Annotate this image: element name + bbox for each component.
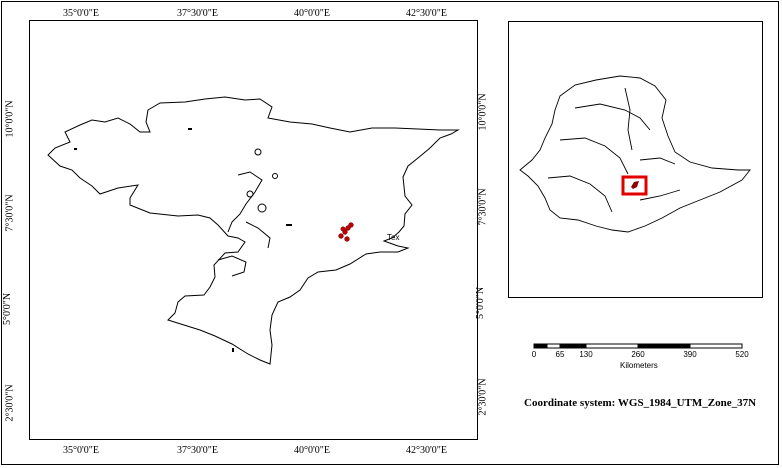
study-point bbox=[338, 233, 344, 239]
scale-segment bbox=[533, 343, 548, 349]
scale-tick: 390 bbox=[683, 350, 697, 359]
region-line bbox=[639, 189, 681, 201]
scale-tick: 65 bbox=[555, 350, 565, 359]
region-line bbox=[547, 175, 613, 213]
water-body bbox=[257, 203, 267, 213]
scale-segment bbox=[689, 343, 743, 349]
inner-boundary bbox=[217, 255, 247, 277]
inset-map-frame bbox=[508, 21, 763, 298]
scale-tick: 130 bbox=[579, 350, 593, 359]
study-area-fill bbox=[631, 181, 639, 189]
scale-segment bbox=[585, 343, 639, 349]
scale-segment bbox=[637, 343, 691, 349]
region-line bbox=[624, 87, 633, 151]
bottom-tick-label: 40°0'0"E bbox=[294, 445, 330, 456]
coordinate-system-label: Coordinate system: WGS_1984_UTM_Zone_37N bbox=[524, 397, 757, 409]
main-map-frame bbox=[29, 20, 478, 440]
region-line bbox=[639, 157, 676, 165]
small-feature bbox=[188, 128, 192, 130]
scale-segment bbox=[546, 343, 561, 349]
study-point bbox=[348, 222, 354, 228]
bottom-tick-label: 35°0'0"E bbox=[63, 445, 99, 456]
inner-boundary bbox=[227, 171, 263, 233]
study-sites bbox=[338, 222, 354, 242]
inner-boundary bbox=[245, 221, 271, 249]
scale-tick: 520 bbox=[735, 350, 749, 359]
water-body bbox=[272, 173, 278, 179]
small-feature bbox=[286, 224, 292, 226]
water-body bbox=[246, 190, 254, 198]
study-point bbox=[344, 236, 350, 242]
scale-segment bbox=[559, 343, 587, 349]
water-body bbox=[254, 148, 262, 156]
small-feature bbox=[232, 348, 234, 352]
top-tick-label: 35°0'0"E bbox=[63, 8, 99, 19]
region-boundary bbox=[47, 96, 460, 365]
scale-tick: 260 bbox=[631, 350, 645, 359]
region-line bbox=[559, 137, 629, 175]
bottom-tick-label: 37°30'0"E bbox=[177, 445, 218, 456]
bottom-tick-label: 42°30'0"E bbox=[406, 445, 447, 456]
study-area-highlight bbox=[621, 175, 648, 196]
country-outline bbox=[519, 75, 751, 233]
top-tick-label: 40°0'0"E bbox=[294, 8, 330, 19]
small-feature bbox=[74, 148, 77, 150]
top-tick-label: 42°30'0"E bbox=[406, 8, 447, 19]
map-annotation: Tex bbox=[387, 233, 400, 242]
scale-tick: 0 bbox=[531, 350, 537, 359]
scale-unit-label: Kilometers bbox=[620, 361, 658, 370]
region-line bbox=[574, 103, 651, 131]
top-tick-label: 37°30'0"E bbox=[177, 8, 218, 19]
study-point bbox=[340, 226, 346, 232]
